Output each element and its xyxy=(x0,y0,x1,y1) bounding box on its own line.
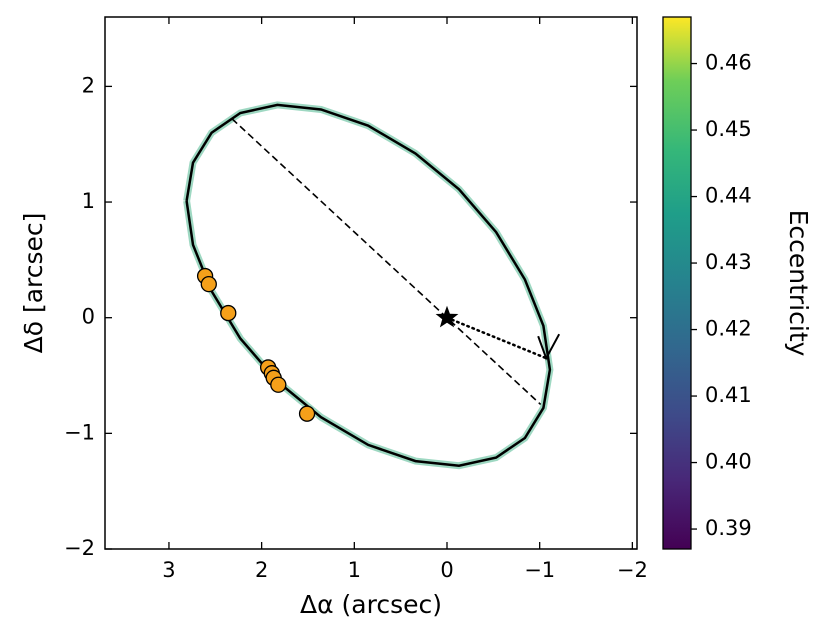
colorbar xyxy=(662,16,692,550)
x-axis-label: Δα (arcsec) xyxy=(300,590,442,619)
colorbar-label: Eccentricity xyxy=(784,210,813,357)
data-point xyxy=(200,276,217,293)
colorbar-tick-label: 0.39 xyxy=(705,516,752,540)
y-tick-label: −2 xyxy=(64,536,95,560)
x-tick-label: 0 xyxy=(440,558,453,582)
orbit-line xyxy=(185,103,552,467)
y-tick-label: 1 xyxy=(82,189,95,213)
x-tick-label: 3 xyxy=(162,558,175,582)
y-tick-label: −1 xyxy=(64,420,95,444)
direction-arrow xyxy=(537,333,561,361)
colorbar-tick-label: 0.41 xyxy=(705,383,752,407)
data-point xyxy=(270,376,287,393)
x-tick-label: 1 xyxy=(348,558,361,582)
orbit-band xyxy=(183,101,554,470)
colorbar-tick-label: 0.46 xyxy=(705,51,752,75)
y-axis-label: Δδ [arcsec] xyxy=(19,213,48,354)
x-tick-label: 2 xyxy=(255,558,268,582)
colorbar-tick-label: 0.43 xyxy=(705,250,752,274)
data-point xyxy=(298,405,316,422)
colorbar-tick-label: 0.40 xyxy=(705,450,752,474)
colorbar-tick-label: 0.42 xyxy=(705,317,752,341)
periastron-line xyxy=(445,316,548,360)
x-tick-label: −2 xyxy=(617,558,648,582)
x-tick-label: −1 xyxy=(524,558,555,582)
y-tick-label: 0 xyxy=(82,305,95,329)
plot-frame xyxy=(104,16,638,550)
colorbar-tick-label: 0.44 xyxy=(705,184,752,208)
line-of-nodes xyxy=(231,118,542,406)
star xyxy=(435,305,459,328)
colorbar-tick-label: 0.45 xyxy=(705,117,752,141)
y-tick-label: 2 xyxy=(82,73,95,97)
data-point xyxy=(220,304,237,322)
